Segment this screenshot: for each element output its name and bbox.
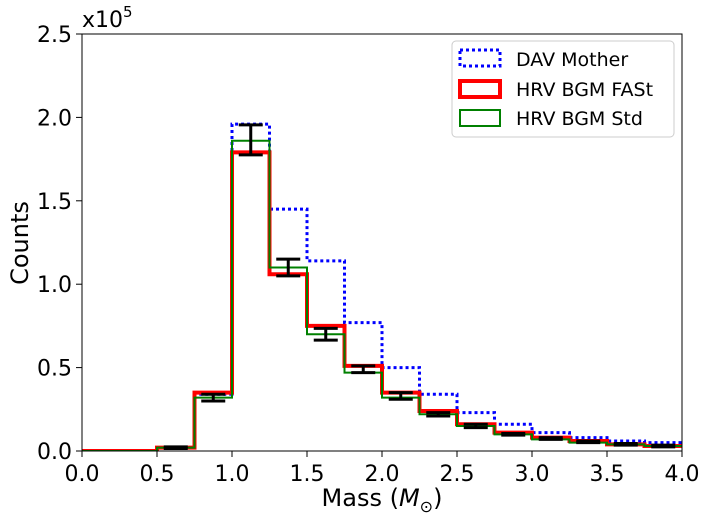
error-bar (163, 445, 188, 450)
y-axis-offset-base: x10 (82, 8, 123, 33)
x-axis-label-main: Mass ( (322, 484, 399, 512)
error-bar (501, 431, 526, 437)
x-tick-label: 3.5 (590, 462, 625, 487)
x-axis-label-subscript: ⊙ (420, 497, 433, 516)
legend-label-dav-mother: DAV Mother (516, 49, 628, 71)
error-bar (538, 436, 563, 441)
y-tick-labels: 0.0 0.5 1.0 1.5 2.0 2.5 (37, 23, 72, 465)
x-axis-label-symbol: M (399, 484, 420, 512)
y-tick-label: 1.5 (37, 190, 72, 215)
x-tick-label: 0.0 (65, 462, 100, 487)
x-axis-label: Mass (M⊙) (322, 484, 443, 516)
x-tick-labels: 0.0 0.5 1.0 1.5 2.0 2.5 3.0 3.5 4.0 (65, 462, 700, 487)
error-bar (576, 439, 601, 445)
y-axis-label: Counts (6, 201, 34, 285)
series-line-1 (82, 150, 682, 451)
error-bar (651, 443, 676, 449)
legend-swatch-hrv-bgm-fast (458, 79, 502, 99)
y-axis-offset-exponent: 5 (123, 3, 133, 21)
y-tick-label: 0.5 (37, 357, 72, 382)
y-tick-label: 2.5 (37, 23, 72, 48)
error-bar (426, 411, 451, 418)
error-bars (163, 123, 676, 450)
error-bar (276, 257, 301, 278)
error-bar (388, 391, 413, 401)
plot-area (76, 33, 683, 457)
x-tick-label: 3.0 (515, 462, 550, 487)
error-bar (351, 364, 376, 375)
legend-label-hrv-bgm-fast: HRV BGM FASt (516, 79, 653, 101)
error-bar (613, 441, 638, 447)
legend: DAV Mother HRV BGM FASt HRV BGM Std (451, 40, 675, 138)
x-tick-label: 2.5 (440, 462, 475, 487)
error-bar (463, 422, 488, 430)
x-tick-label: 4.0 (665, 462, 700, 487)
error-bar (313, 326, 338, 342)
y-tick-label: 0.0 (37, 440, 72, 465)
y-tick-label: 1.0 (37, 273, 72, 298)
legend-swatch-hrv-bgm-std (459, 109, 501, 127)
series-group (82, 122, 682, 451)
x-tick-label: 0.5 (140, 462, 175, 487)
y-axis-offset: x105 (82, 3, 133, 33)
error-bar (201, 392, 226, 403)
x-axis-label-close: ) (433, 484, 442, 512)
series-line-0 (82, 122, 682, 451)
legend-box (451, 40, 675, 138)
error-bar (238, 123, 263, 157)
x-tick-label: 1.0 (215, 462, 250, 487)
legend-swatch-dav-mother (458, 48, 502, 68)
x-tick-label: 1.5 (290, 462, 325, 487)
series-line-2 (82, 139, 682, 451)
legend-label-hrv-bgm-std: HRV BGM Std (516, 108, 643, 130)
y-tick-label: 2.0 (37, 106, 72, 131)
x-tick-label: 2.0 (365, 462, 400, 487)
